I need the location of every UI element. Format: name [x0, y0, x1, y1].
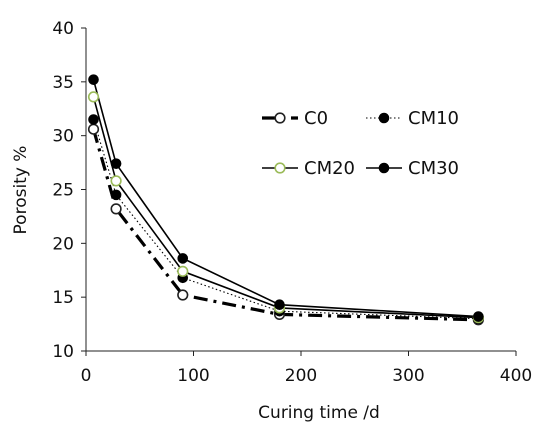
data-point-cm20	[87, 91, 100, 103]
legend-label-c0: C0	[304, 108, 328, 129]
legend-marker-c0	[274, 112, 286, 124]
legend-marker-cm20	[274, 162, 286, 174]
data-point-c0	[177, 289, 189, 301]
x-axis-title: Curing time /d	[258, 403, 380, 423]
x-tick-label: 100	[177, 366, 209, 386]
y-axis-title: Porosity %	[11, 146, 31, 235]
legend-marker-cm10	[378, 112, 390, 124]
series-line-cm10	[92, 119, 479, 320]
y-tick-label: 15	[52, 288, 74, 308]
data-point-cm30	[88, 74, 99, 85]
x-tick-label: 300	[392, 366, 424, 386]
data-point-cm30	[274, 299, 285, 311]
series-line-c0	[91, 128, 479, 322]
y-tick-label: 10	[52, 342, 74, 362]
data-point-c0	[87, 123, 100, 135]
data-point-cm10	[110, 189, 122, 201]
x-tick-label: 0	[81, 366, 92, 386]
y-tick-label: 40	[52, 19, 74, 39]
legend: C0 CM10 CM20 CM30	[262, 108, 459, 179]
y-tick-label: 25	[52, 181, 74, 201]
data-point-c0	[110, 203, 122, 215]
data-point-cm30	[473, 311, 484, 322]
legend-marker-cm30	[378, 162, 390, 174]
series-line-cm20	[92, 96, 479, 319]
legend-label-cm10: CM10	[408, 108, 459, 129]
x-tick-label: 200	[285, 366, 317, 386]
data-point-cm30	[177, 253, 189, 264]
data-point-cm20	[110, 175, 122, 187]
y-tick-label: 20	[52, 234, 74, 254]
y-tick-label: 35	[52, 73, 74, 93]
data-point-cm30	[110, 158, 122, 169]
y-tick-label: 30	[52, 127, 74, 147]
data-point-cm10	[88, 114, 99, 125]
legend-label-cm20: CM20	[304, 158, 355, 179]
x-tick-label: 400	[500, 366, 532, 386]
legend-label-cm30: CM30	[408, 158, 459, 179]
data-point-cm20	[177, 265, 189, 277]
